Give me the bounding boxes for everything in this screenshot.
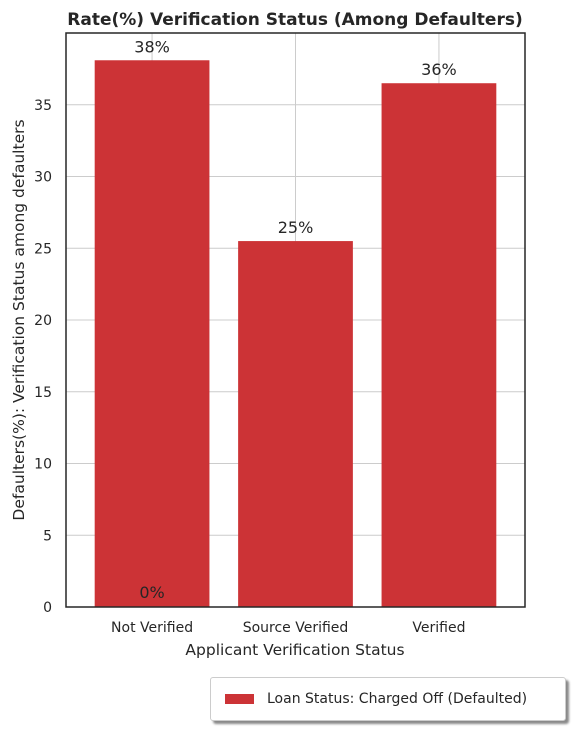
y-tick-label: 15 xyxy=(34,385,52,401)
y-tick-label: 0 xyxy=(43,600,52,616)
bar xyxy=(94,60,210,607)
bar-value-label: 36% xyxy=(421,60,457,79)
baseline-value-label: 0% xyxy=(139,583,164,602)
bar xyxy=(381,83,497,608)
y-axis-label: Defaulters(%): Verification Status among… xyxy=(10,119,28,520)
y-tick-label: 5 xyxy=(43,528,52,544)
bar-value-label: 25% xyxy=(278,218,314,237)
y-tick-label: 10 xyxy=(34,457,52,473)
x-axis-label: Applicant Verification Status xyxy=(185,641,404,659)
y-tick-label: 35 xyxy=(34,98,52,114)
plot-frame xyxy=(65,32,526,608)
y-tick-label: 20 xyxy=(34,313,52,329)
y-axis-ticks: 0 5 10 15 20 25 30 35 xyxy=(34,98,52,616)
legend-label: Loan Status: Charged Off (Defaulted) xyxy=(267,691,528,707)
chart-title: Rate(%) Verification Status (Among Defau… xyxy=(67,10,522,30)
bar-value-label: 38% xyxy=(134,37,170,56)
legend-swatch xyxy=(225,694,254,704)
legend: Loan Status: Charged Off (Defaulted) xyxy=(210,677,566,721)
x-tick-label: Not Verified xyxy=(111,620,193,636)
y-tick-label: 25 xyxy=(34,241,52,257)
x-tick-label: Verified xyxy=(412,620,465,636)
data-labels: 38% 25% 36% 0% xyxy=(134,37,456,602)
bars xyxy=(94,60,497,608)
x-tick-label: Source Verified xyxy=(243,620,349,636)
bar xyxy=(238,241,353,607)
y-tick-label: 30 xyxy=(34,170,52,186)
x-axis-ticks: Not Verified Source Verified Verified xyxy=(111,620,465,636)
